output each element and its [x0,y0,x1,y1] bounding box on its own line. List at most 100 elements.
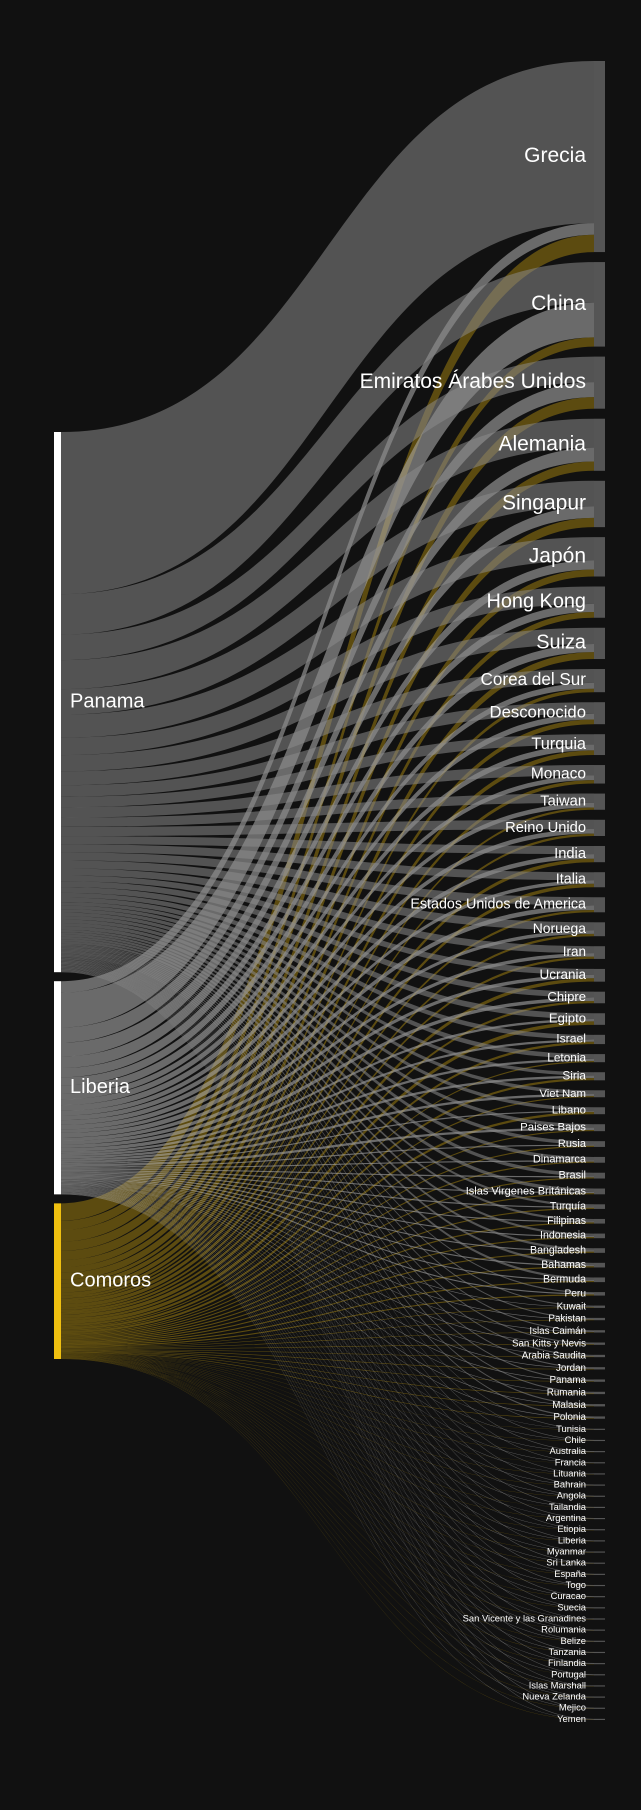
link [61,883,594,1308]
target-node [594,1495,605,1497]
target-label: Liberia [558,1534,587,1545]
link [61,1169,594,1194]
link [61,688,594,1284]
link [61,461,594,1251]
target-label: Grecia [524,144,586,167]
target-label: Corea del Sur [481,670,587,689]
target-label: Ucrania [539,967,586,982]
link [61,916,594,1145]
link [61,1184,594,1430]
link [61,1182,594,1369]
source-label: Panama [70,690,145,712]
link [61,933,594,1313]
link [61,963,594,1564]
link [61,586,594,756]
link [61,964,594,1586]
target-label: Letonia [547,1050,586,1064]
link [61,643,594,1094]
link [61,702,594,797]
target-node [594,946,605,959]
target-node [594,1451,605,1453]
link [61,1237,594,1343]
link [61,954,594,1406]
target-label: Suecia [557,1601,586,1612]
target-node [594,1330,605,1333]
target-node [594,1305,605,1308]
link [61,1356,594,1598]
target-node [594,1640,605,1642]
target-node [594,1054,605,1063]
target-label: Islas Virgenes Británicas [466,1185,587,1197]
source-node [54,432,61,973]
target-label: Etiopia [557,1523,586,1534]
target-label: Bahamas [541,1259,586,1271]
target-node [594,734,605,756]
link [61,1179,594,1308]
source-node [54,981,61,1195]
target-label: San Kitts y Nevis [512,1338,586,1349]
target-node [594,262,605,347]
link [61,1352,594,1430]
target-label: Indonesia [540,1230,586,1242]
target-node [594,1354,605,1358]
target-node [594,1473,605,1475]
target-node [594,1596,605,1598]
link [61,1161,594,1337]
target-node [594,1517,605,1520]
target-node [594,1379,605,1382]
target-node [594,897,605,913]
target-label: Myanmar [547,1546,586,1557]
link [61,968,594,1664]
target-node [594,1685,605,1687]
link [61,793,594,827]
link [61,1192,594,1687]
target-label: Italia [556,872,586,888]
target-node [594,1707,605,1709]
link [61,1350,594,1382]
link [61,627,594,772]
target-label: Egipto [549,1010,586,1025]
link [61,682,594,1100]
link [61,1187,594,1497]
target-label: Brasil [558,1170,586,1182]
target-node [594,1090,605,1098]
target-label: Yemen [557,1713,586,1724]
link [61,953,594,1393]
link [61,909,594,1111]
target-label: Noruega [533,920,587,936]
link [61,854,594,1130]
link [61,262,594,635]
target-label: Jordan [556,1363,586,1374]
link [61,946,594,1320]
target-label: Iran [563,944,586,959]
target-node [594,1718,605,1720]
link [61,1357,594,1642]
link [61,1353,594,1475]
target-label: Bermuda [543,1274,586,1286]
target-node [594,1607,605,1609]
link [61,951,594,1381]
target-node [594,586,605,618]
link [61,955,594,1418]
target-node [594,1562,605,1564]
target-node [594,1367,605,1370]
link [61,1355,594,1542]
target-node [594,356,605,409]
target-node [594,1277,605,1283]
link [61,934,594,1236]
link [61,1058,594,1159]
target-node [594,627,605,660]
target-node [594,480,605,528]
link [61,1174,594,1252]
link [61,905,594,1094]
link [61,819,594,837]
target-node [594,1462,605,1464]
target-node [594,669,605,693]
link [61,1266,594,1345]
link [61,1000,594,1321]
target-label: Bangladesh [530,1244,586,1256]
link [61,897,594,1059]
link [61,611,594,1273]
target-label: Turquía [550,1200,586,1212]
